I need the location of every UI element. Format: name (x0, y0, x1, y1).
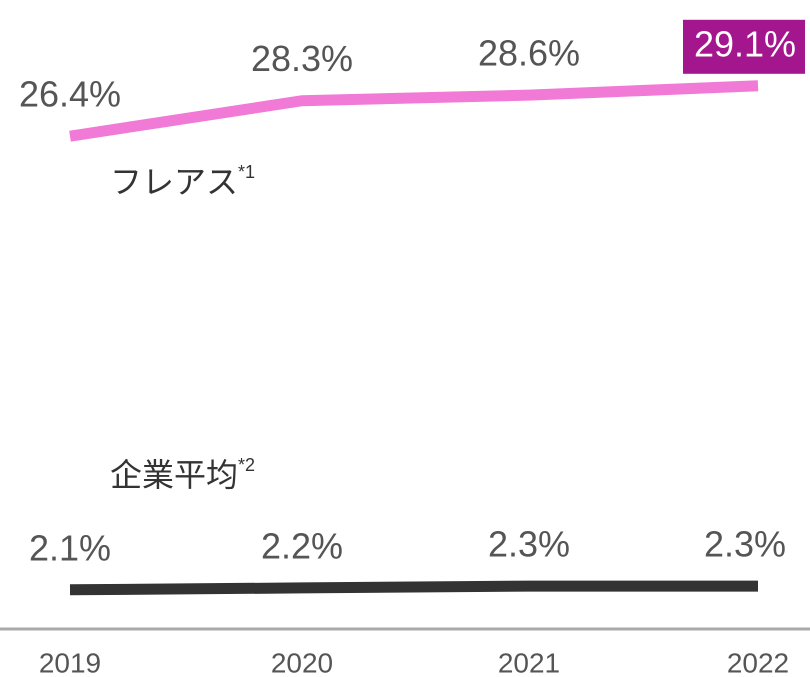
x-tick-label: 2022 (727, 647, 789, 677)
series-name: 企業平均*2 (110, 455, 255, 494)
series-note: *1 (238, 162, 255, 182)
value-label: 28.6% (478, 33, 580, 74)
value-label: 2.3% (488, 524, 570, 565)
series-name-text: フレアス (110, 164, 238, 200)
series-note: *2 (238, 455, 255, 475)
x-tick-label: 2021 (498, 647, 560, 677)
value-label: 2.1% (29, 527, 111, 568)
value-label: 26.4% (19, 74, 121, 115)
series-name-text: 企業平均 (110, 457, 238, 493)
series-line (69, 580, 758, 596)
value-label: 2.3% (704, 524, 786, 565)
x-tick-label: 2020 (271, 647, 333, 677)
series-name: フレアス*1 (110, 162, 255, 201)
value-label: 2.2% (261, 525, 343, 566)
x-tick-label: 2019 (39, 647, 101, 677)
series-line (69, 80, 759, 142)
value-label: 29.1% (694, 23, 796, 64)
label-highlight (683, 19, 805, 74)
value-label: 28.3% (251, 38, 353, 79)
